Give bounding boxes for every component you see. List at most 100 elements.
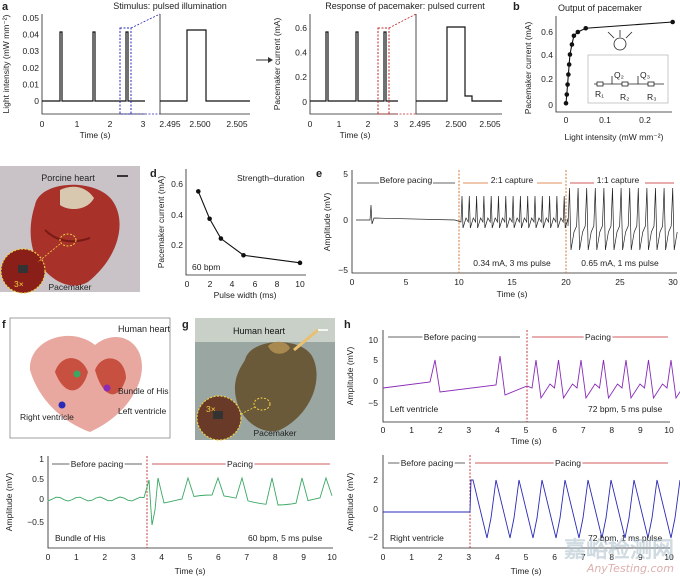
a-xtick-0: 0 [40,119,45,129]
f-ytick-3: −0.5 [27,517,44,527]
d-point-1 [207,216,212,222]
g-pacemaker-label: Pacemaker [254,428,297,438]
f-label-pacing: Pacing [227,459,253,469]
e-note-11: 0.65 mA, 1 ms pulse [581,258,659,268]
b-q2: Q₂ [614,70,624,80]
h-top-xticks-7: 7 [581,425,586,435]
panel-label-a: a [2,1,9,13]
panel-label-d: d [150,168,157,180]
f-xtick-9: 9 [301,552,306,562]
f-label-left: Left ventricle [118,406,166,416]
d-point-4 [297,260,303,266]
a-xtick-3: 3 [141,119,146,129]
panel-label-b: b [513,1,520,13]
a-rzoom-xtick-2: 2.505 [479,119,501,129]
e-ylabel: Amplitude (mV) [322,193,332,252]
h-bottom-xlabel: Time (s) [511,566,542,576]
b-point-6 [569,42,575,47]
e-plot: Before pacing 2:1 capture 1:1 capture 0.… [322,169,678,299]
a-rxtick-1: 1 [337,119,342,129]
h-top-xticks-2: 2 [438,425,443,435]
h-top-xticks-4: 4 [495,425,500,435]
c-title: Porcine heart [41,173,95,183]
a-left-zoom: 2.495 2.500 2.505 [159,14,250,129]
a-ytick-0: 0.05 [22,13,39,23]
b-circuit [587,30,669,104]
f-ecg-trace [47,476,333,526]
h-bottom-ytick-0: 2 [373,475,378,485]
f-xlabel: Time (s) [175,566,206,576]
h-top-trace-label: Left ventricle [390,404,438,414]
panel-label-e: e [316,168,322,180]
f-xtick-3: 3 [131,552,136,562]
d-bpm: 60 bpm [192,262,220,272]
d-annotation: Strength–duration [237,173,305,183]
f-trace-label: Bundle of His [55,533,106,543]
b-r2: R₂ [620,92,629,102]
b-point-9 [583,25,589,31]
h-bot-xticks-1: 1 [409,552,414,562]
a-ytick-4: 0.01 [22,79,39,89]
h-bot-xticks-9: 9 [638,552,643,562]
b-plot: 0.6 0.4 0.2 0 0 0.1 0.2 Light intensity … [523,16,675,142]
f-xtick-7: 7 [244,552,249,562]
e-xtick-4: 20 [561,277,571,287]
f-xtick-5: 5 [188,552,193,562]
h-bottom-note: 72 bpm, 1 ms pulse [588,533,662,543]
h-bottom-trace-label: Right ventricle [390,533,444,543]
d-xtick-3: 6 [253,279,258,289]
f-plot: Before pacing Pacing Bundle of His 60 bp… [4,454,337,576]
a-current-trace [310,31,398,102]
watermark-en: AnyTesting.com [586,562,674,575]
h-top-plot: Before pacing Pacing Left ventricle 72 b… [345,330,680,446]
b-point-8 [575,29,581,35]
h-bottom-ecg-trace [383,479,680,539]
b-point-2 [565,82,570,87]
a-ylabel-right: Pacemaker current (mA) [272,18,282,111]
a-xlabel-left: Time (s) [80,130,111,140]
f-ytick-2: 0 [39,494,44,504]
f-note: 60 bpm, 5 ms pulse [248,533,322,543]
e-xtick-0: 0 [350,277,355,287]
f-label-bundle: Bundle of His [118,386,169,396]
a-right-plot: 0 1 2 3 Time (s) Pacemaker current (mA) [272,14,399,140]
b-point-7 [571,33,577,39]
h-top-ecg-trace [382,355,680,400]
b-ytick-1: 0.4 [541,50,553,60]
a-title-left: Stimulus: pulsed illumination [113,1,227,11]
a-zoom-xtick-1: 2.500 [189,119,211,129]
d-xtick-0: 0 [185,279,190,289]
d-xtick-2: 4 [230,279,235,289]
a-right-ytick-3: 0 [302,97,307,107]
f-xtick-0: 0 [46,552,51,562]
b-point-0 [563,100,569,106]
h-bottom-ytick-1: 0 [373,504,378,514]
f-xtick-4: 4 [159,552,164,562]
h-bot-xticks-7: 7 [581,552,586,562]
e-xtick-3: 15 [507,277,517,287]
panel-label-f: f [2,319,6,331]
a-title-right: Response of pacemaker: pulsed current [325,1,485,11]
b-ytick-3: 0 [548,100,553,110]
d-ytick-2: 0.2 [171,240,183,250]
a-rzoom-xtick-0: 2.495 [409,119,431,129]
d-xtick-5: 10 [295,279,305,289]
h-top-label-before: Before pacing [424,332,477,342]
h-top-xticks-3: 3 [466,425,471,435]
d-ytick-1: 0.4 [171,210,183,220]
b-xtick-1: 0.1 [599,115,611,125]
f-ytick-1: 0.5 [32,474,44,484]
b-point-10 [670,19,675,25]
f-heart-diagram [9,317,171,439]
h-bot-xticks-4: 4 [495,552,500,562]
b-ytick-2: 0.2 [541,74,553,84]
h-top-xlabel: Time (s) [511,436,542,446]
e-xtick-1: 5 [404,277,409,287]
g-inset-zoom: 3× [206,404,216,414]
a-ytick-1: 0.04 [22,30,39,40]
d-ylabel: Pacemaker current (mA) [156,176,166,269]
a-zoom-box-blue [119,27,132,115]
a-ytick-5: 0 [34,96,39,106]
h-bot-xticks-6: 6 [552,552,557,562]
f-ylabel: Amplitude (mV) [4,473,14,532]
